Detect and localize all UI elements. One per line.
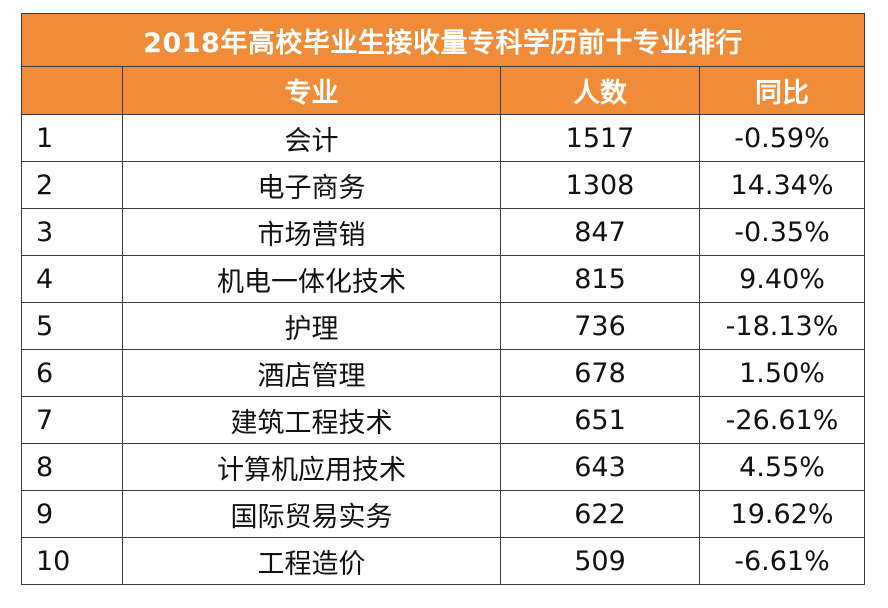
table-row: 1 会计 1517 -0.59%: [21, 114, 866, 162]
yoy-cell: 9.40%: [698, 255, 866, 303]
table-row: 4 机电一体化技术 815 9.40%: [21, 255, 866, 303]
major-cell: 护理: [122, 302, 501, 350]
count-cell: 847: [500, 208, 700, 256]
yoy-cell: 1.50%: [698, 349, 866, 397]
header-rank: [21, 66, 123, 115]
count-cell: 509: [500, 537, 700, 585]
table-row: 9 国际贸易实务 622 19.62%: [21, 490, 866, 538]
count-cell: 1308: [500, 161, 700, 209]
yoy-cell: -26.61%: [698, 396, 866, 444]
count-cell: 815: [500, 255, 700, 303]
major-cell: 酒店管理: [122, 349, 501, 397]
rank-cell: 3: [21, 208, 123, 256]
header-major: 专业: [122, 66, 501, 115]
rank-cell: 2: [21, 161, 123, 209]
major-cell: 电子商务: [122, 161, 501, 209]
table-row: 3 市场营销 847 -0.35%: [21, 208, 866, 256]
major-cell: 建筑工程技术: [122, 396, 501, 444]
yoy-cell: 4.55%: [698, 443, 866, 491]
rank-cell: 1: [21, 114, 123, 162]
count-cell: 622: [500, 490, 700, 538]
rank-cell: 10: [21, 537, 123, 585]
major-cell: 工程造价: [122, 537, 501, 585]
rank-cell: 5: [21, 302, 123, 350]
table-row: 8 计算机应用技术 643 4.55%: [21, 443, 866, 491]
table-row: 2 电子商务 1308 14.34%: [21, 161, 866, 209]
major-cell: 国际贸易实务: [122, 490, 501, 538]
rank-cell: 8: [21, 443, 123, 491]
major-cell: 会计: [122, 114, 501, 162]
yoy-cell: -0.59%: [698, 114, 866, 162]
count-cell: 678: [500, 349, 700, 397]
count-cell: 736: [500, 302, 700, 350]
yoy-cell: -18.13%: [698, 302, 866, 350]
table-title-row: 2018年高校毕业生接收量专科学历前十专业排行: [20, 13, 866, 67]
yoy-cell: 19.62%: [698, 490, 866, 538]
header-count: 人数: [500, 66, 700, 115]
rank-cell: 7: [21, 396, 123, 444]
major-cell: 计算机应用技术: [122, 443, 501, 491]
rank-cell: 9: [21, 490, 123, 538]
count-cell: 651: [500, 396, 700, 444]
yoy-cell: -0.35%: [698, 208, 866, 256]
table-row: 5 护理 736 -18.13%: [21, 302, 866, 350]
ranking-table-container: 2018年高校毕业生接收量专科学历前十专业排行 专业 人数 同比 1 会计 15…: [20, 13, 866, 585]
yoy-cell: 14.34%: [698, 161, 866, 209]
table-row: 7 建筑工程技术 651 -26.61%: [21, 396, 866, 444]
major-cell: 机电一体化技术: [122, 255, 501, 303]
count-cell: 1517: [500, 114, 700, 162]
table-title: 2018年高校毕业生接收量专科学历前十专业排行: [20, 13, 866, 67]
ranking-table: 2018年高校毕业生接收量专科学历前十专业排行 专业 人数 同比 1 会计 15…: [20, 13, 866, 585]
table-row: 6 酒店管理 678 1.50%: [21, 349, 866, 397]
rank-cell: 6: [21, 349, 123, 397]
rank-cell: 4: [21, 255, 123, 303]
header-yoy: 同比: [698, 66, 866, 115]
table-header-row: 专业 人数 同比: [21, 66, 866, 115]
yoy-cell: -6.61%: [698, 537, 866, 585]
major-cell: 市场营销: [122, 208, 501, 256]
count-cell: 643: [500, 443, 700, 491]
table-body: 1 会计 1517 -0.59% 2 电子商务 1308 14.34% 3 市场…: [21, 114, 866, 585]
table-row: 10 工程造价 509 -6.61%: [21, 537, 866, 585]
